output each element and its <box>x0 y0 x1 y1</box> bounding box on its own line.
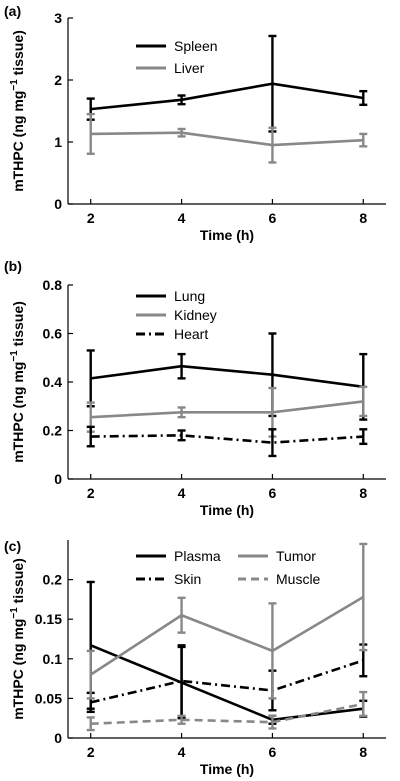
y-tick-label: 0 <box>54 196 62 212</box>
x-tick-label: 8 <box>359 485 367 501</box>
legend-label: Lung <box>174 288 205 304</box>
x-tick-label: 4 <box>178 210 186 226</box>
x-tick-label: 6 <box>269 485 277 501</box>
series-line <box>90 595 364 676</box>
x-axis-title: Time (h) <box>200 502 254 518</box>
legend-label: Liver <box>174 60 205 76</box>
y-tick-label: 0.05 <box>35 690 62 706</box>
x-tick-label: 6 <box>269 210 277 226</box>
x-tick-label: 2 <box>87 744 95 760</box>
series-tumor <box>86 542 368 700</box>
series-spleen <box>86 34 368 133</box>
panel-3: (c) 0 0.05 0.1 0.15 0.2 2 4 6 8 Time (h) mTHPC (ng … <box>4 538 386 777</box>
x-axis-title: Time (h) <box>200 761 254 777</box>
legend-label: Heart <box>174 326 208 342</box>
series-muscle <box>86 690 368 732</box>
series-line <box>90 82 364 111</box>
y-axis-title: mTHPC (ng mg−1 tissue) <box>9 301 26 463</box>
panel-2: (b) 0 0.2 0.4 0.6 0.8 2 4 6 8 Time (h) mTHPC (ng mg… <box>4 258 386 518</box>
series-line <box>90 702 364 726</box>
series-line <box>90 659 364 704</box>
y-tick-label: 0.4 <box>43 374 63 390</box>
y-tick-label: 0.15 <box>35 611 62 627</box>
series-heart <box>86 425 368 458</box>
panel-label: (c) <box>4 538 21 554</box>
series-line <box>90 364 364 389</box>
y-tick-label: 0 <box>54 730 62 746</box>
y-tick-label: 2 <box>54 72 62 88</box>
x-tick-label: 6 <box>269 744 277 760</box>
y-tick-label: 0 <box>54 471 62 487</box>
legend-label: Muscle <box>276 571 321 587</box>
y-tick-label: 3 <box>54 10 62 26</box>
x-tick-label: 4 <box>178 485 186 501</box>
legend-label: Skin <box>174 571 201 587</box>
y-tick-label: 0.6 <box>43 326 63 342</box>
legend-label: Tumor <box>276 548 316 564</box>
series-line <box>90 400 364 419</box>
y-tick-label: 0.1 <box>43 651 63 667</box>
y-tick-label: 0.2 <box>43 423 63 439</box>
series-line <box>90 131 364 147</box>
x-tick-label: 8 <box>359 210 367 226</box>
y-tick-label: 1 <box>54 134 62 150</box>
series-kidney <box>86 385 368 438</box>
panel-label: (a) <box>4 3 21 19</box>
series-line <box>90 434 364 444</box>
x-axis-title: Time (h) <box>200 227 254 243</box>
x-tick-label: 8 <box>359 744 367 760</box>
x-tick-label: 2 <box>87 485 95 501</box>
y-axis-title: mTHPC (ng mg−1 tissue) <box>9 30 26 192</box>
panel-1: (a) 0 1 2 3 2 4 6 8 Time (h) mTHPC (ng mg−1 tissue… <box>4 3 386 243</box>
series-skin <box>86 643 368 718</box>
legend-label: Plasma <box>174 548 221 564</box>
y-tick-label: 0.2 <box>43 572 63 588</box>
x-tick-label: 4 <box>178 744 186 760</box>
series-liver <box>86 112 368 164</box>
panel-label: (b) <box>4 258 22 274</box>
legend-label: Spleen <box>174 38 218 54</box>
y-axis-title: mTHPC (ng mg−1 tissue) <box>9 558 26 720</box>
x-tick-label: 2 <box>87 210 95 226</box>
legend-label: Kidney <box>174 307 217 323</box>
series-plasma <box>86 580 368 725</box>
y-tick-label: 0.8 <box>43 277 63 293</box>
series-line <box>90 644 364 722</box>
